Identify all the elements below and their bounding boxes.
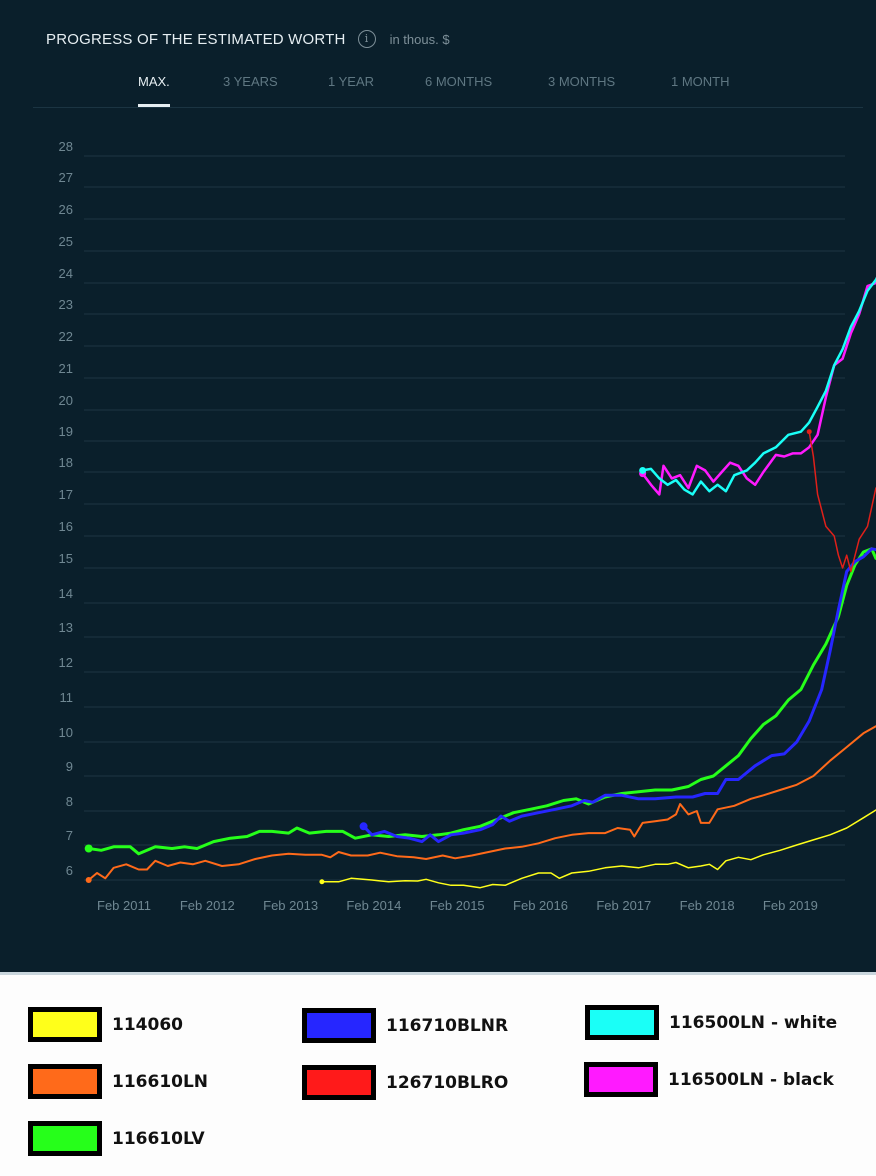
legend-swatch-yellow bbox=[28, 1007, 102, 1042]
svg-text:6: 6 bbox=[66, 863, 73, 878]
svg-text:19: 19 bbox=[59, 424, 73, 439]
unit-label: in thous. $ bbox=[389, 31, 450, 47]
legend-swatch-green bbox=[28, 1121, 102, 1156]
tab-3-months[interactable]: 3 MONTHS bbox=[548, 74, 616, 89]
legend-swatch-orange bbox=[28, 1064, 102, 1099]
svg-text:8: 8 bbox=[66, 794, 73, 809]
svg-text:9: 9 bbox=[66, 759, 73, 774]
tab-3-years[interactable]: 3 YEARS bbox=[223, 74, 278, 89]
legend-item-116500ln-white: 116500LN - white bbox=[585, 1005, 837, 1040]
svg-text:Feb 2015: Feb 2015 bbox=[430, 898, 485, 913]
svg-text:21: 21 bbox=[59, 361, 73, 376]
series-line bbox=[87, 725, 876, 881]
svg-text:Feb 2019: Feb 2019 bbox=[763, 898, 818, 913]
chart-panel: PROGRESS OF THE ESTIMATED WORTH i in tho… bbox=[0, 0, 876, 972]
y-axis-ticks: 6 7 8 9 10 11 12 13 14 15 16 17 18 19 20 21 22 23 24 25 26 27… bbox=[59, 139, 73, 878]
svg-text:10: 10 bbox=[59, 725, 73, 740]
legend-item-116610ln: 116610LN bbox=[28, 1064, 208, 1099]
legend-swatch-red bbox=[302, 1065, 376, 1100]
svg-text:18: 18 bbox=[59, 455, 73, 470]
legend: 114060 116610LN 116610LV 116710BLNR 1267… bbox=[0, 972, 876, 1176]
svg-text:16: 16 bbox=[59, 519, 73, 534]
tab-max[interactable]: MAX. bbox=[138, 74, 170, 107]
svg-text:22: 22 bbox=[59, 329, 73, 344]
svg-text:Feb 2016: Feb 2016 bbox=[513, 898, 568, 913]
svg-text:15: 15 bbox=[59, 551, 73, 566]
svg-text:Feb 2017: Feb 2017 bbox=[596, 898, 651, 913]
legend-swatch-blue bbox=[302, 1008, 376, 1043]
chart-header: PROGRESS OF THE ESTIMATED WORTH i in tho… bbox=[46, 30, 450, 48]
svg-text:27: 27 bbox=[59, 170, 73, 185]
legend-item-116500ln-black: 116500LN - black bbox=[584, 1062, 834, 1097]
series-line bbox=[641, 276, 876, 496]
legend-swatch-magenta bbox=[584, 1062, 658, 1097]
svg-text:7: 7 bbox=[66, 828, 73, 843]
tab-1-year[interactable]: 1 YEAR bbox=[328, 74, 375, 89]
svg-text:26: 26 bbox=[59, 202, 73, 217]
svg-text:Feb 2014: Feb 2014 bbox=[346, 898, 401, 913]
info-icon[interactable]: i bbox=[357, 30, 376, 48]
svg-text:12: 12 bbox=[59, 655, 73, 670]
legend-item-126710blro: 126710BLRO bbox=[302, 1065, 508, 1100]
series-line bbox=[641, 276, 876, 496]
legend-swatch-cyan bbox=[585, 1005, 659, 1040]
svg-text:13: 13 bbox=[59, 620, 73, 635]
series-line bbox=[808, 430, 876, 573]
svg-text:Feb 2011: Feb 2011 bbox=[97, 898, 151, 913]
tab-6-months[interactable]: 6 MONTHS bbox=[425, 74, 493, 89]
series-line bbox=[87, 547, 876, 856]
svg-text:11: 11 bbox=[60, 690, 74, 705]
legend-item-116710blnr: 116710BLNR bbox=[302, 1008, 508, 1043]
svg-text:28: 28 bbox=[59, 139, 73, 154]
legend-item-116610lv: 116610LV bbox=[28, 1121, 205, 1156]
x-axis-ticks: Feb 2011 Feb 2012 Feb 2013 Feb 2014 Feb 2015… bbox=[97, 898, 818, 913]
series-line bbox=[362, 547, 876, 844]
svg-text:25: 25 bbox=[59, 234, 73, 249]
chart-title: PROGRESS OF THE ESTIMATED WORTH bbox=[46, 30, 346, 48]
line-chart: 6 7 8 9 10 11 12 13 14 15 16 17 18 19 20 21 22 23 24 25 26 27… bbox=[59, 139, 876, 913]
gridlines bbox=[84, 155, 845, 881]
svg-text:14: 14 bbox=[59, 586, 73, 601]
legend-item-114060: 114060 bbox=[28, 1007, 183, 1042]
series-lines bbox=[84, 276, 876, 889]
svg-text:Feb 2012: Feb 2012 bbox=[180, 898, 235, 913]
svg-text:20: 20 bbox=[59, 393, 73, 408]
time-range-tabs: MAX. 3 YEARS 1 YEAR 6 MONTHS 3 MONTHS 1 … bbox=[0, 74, 876, 108]
tabs-divider bbox=[33, 107, 863, 108]
svg-text:Feb 2013: Feb 2013 bbox=[263, 898, 318, 913]
series-line bbox=[321, 809, 876, 889]
svg-text:Feb 2018: Feb 2018 bbox=[680, 898, 735, 913]
svg-text:24: 24 bbox=[59, 266, 73, 281]
svg-text:23: 23 bbox=[59, 297, 73, 312]
tab-1-month[interactable]: 1 MONTH bbox=[671, 74, 730, 89]
svg-text:17: 17 bbox=[59, 487, 73, 502]
